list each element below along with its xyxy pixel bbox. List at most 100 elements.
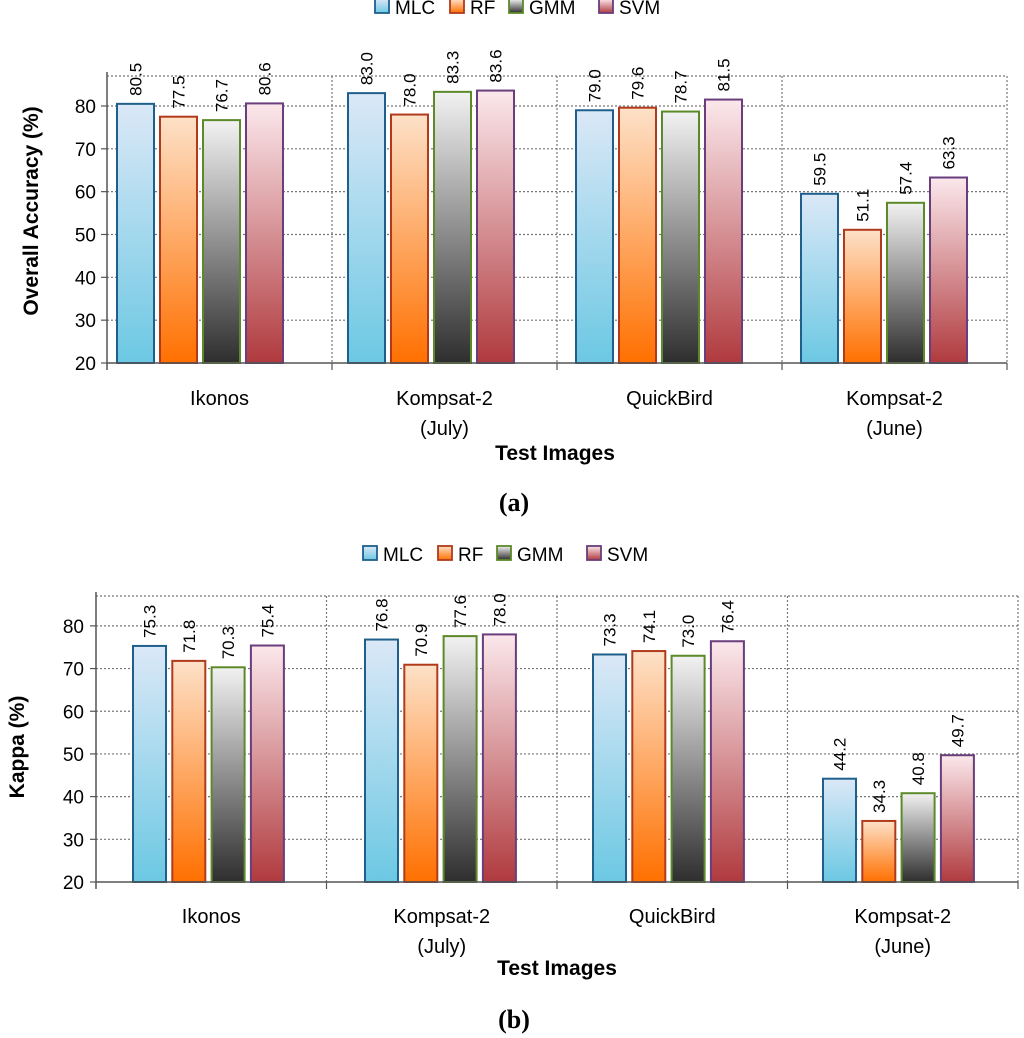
bar-rf-kompsat-2-july: [390, 113, 429, 364]
value-label-svm: 80.6: [256, 62, 275, 95]
bar-mlc-ikonos: [132, 644, 167, 884]
category-label: Kompsat-2: [854, 906, 951, 928]
value-label-rf: 77.5: [170, 76, 189, 109]
category-label: (July): [420, 418, 469, 440]
value-label-gmm: 57.4: [897, 162, 916, 195]
legend-swatch-gmm: [496, 545, 512, 561]
bar-rf-kompsat-2-june: [843, 228, 882, 364]
legend-item-rf: RF: [437, 545, 483, 566]
legend-swatch-mlc: [362, 545, 378, 561]
x-axis-label-b: Test Images: [497, 957, 617, 980]
y-tick-label: 80: [75, 97, 96, 118]
y-tick-label: 50: [63, 745, 84, 766]
chart-panel-b: MLC RF GMM SVM 20 30 40 50 60 70 80 Ikonos Kompsat…: [6, 545, 1019, 1034]
legend-swatch-mlc: [374, 0, 390, 14]
value-labels-a: 80.5 83.0 79.0 59.5 77.5 78.0 79.6 51.1 76.7 83.3…: [127, 49, 959, 221]
value-label-rf: 74.1: [640, 610, 659, 643]
bar-gmm-kompsat-2-july: [442, 635, 478, 883]
legend-item-svm: SVM: [598, 0, 660, 19]
value-label-rf: 34.3: [870, 780, 889, 813]
bar-rf-ikonos: [171, 659, 207, 884]
y-tick-label: 40: [63, 788, 84, 809]
value-label-mlc: 44.2: [831, 738, 850, 771]
legend-swatch-rf: [437, 545, 453, 561]
y-tick-label: 70: [63, 660, 84, 681]
bar-svm-kompsat-2-july: [476, 89, 515, 364]
bar-gmm-ikonos: [202, 119, 241, 364]
y-tick-label: 70: [75, 140, 96, 161]
bar-rf-quickbird: [618, 106, 657, 365]
bar-mlc-quickbird: [592, 653, 627, 883]
bar-gmm-quickbird: [661, 110, 700, 365]
y-tick-label: 60: [63, 702, 84, 723]
legend-label-svm: SVM: [607, 545, 648, 566]
value-label-svm: 76.4: [718, 600, 737, 633]
category-label: Kompsat-2: [396, 388, 493, 410]
category-label: (July): [417, 936, 466, 958]
bars-b: [132, 633, 975, 884]
y-ticks-b: 20 30 40 50 60 70 80: [63, 617, 96, 894]
bar-gmm-quickbird: [670, 654, 706, 883]
bar-svm-ikonos: [245, 102, 284, 365]
legend-item-svm: SVM: [586, 545, 648, 566]
value-label-rf: 70.9: [412, 624, 431, 657]
legend-b: MLC RF GMM SVM: [362, 545, 648, 566]
bar-mlc-kompsat-2-july: [347, 92, 386, 364]
legend-label-svm: SVM: [619, 0, 660, 19]
legend-swatch-svm: [598, 0, 614, 14]
legend-label-mlc: MLC: [395, 0, 435, 19]
value-label-gmm: 70.3: [219, 626, 238, 659]
y-axis-label-b: Kappa (%): [6, 696, 29, 799]
value-label-gmm: 77.6: [451, 595, 470, 628]
bar-gmm-kompsat-2-june: [900, 792, 936, 883]
value-labels-b: 75.3 76.8 73.3 44.2 71.8 70.9 74.1 34.3 70.3 77.6…: [141, 593, 968, 813]
category-label: (June): [866, 418, 923, 440]
legend-item-mlc: MLC: [374, 0, 435, 19]
bar-svm-ikonos: [249, 644, 285, 883]
legend-label-gmm: GMM: [529, 0, 575, 19]
legend-item-gmm: GMM: [508, 0, 575, 19]
bar-rf-quickbird: [631, 650, 667, 883]
bar-svm-kompsat-2-july: [481, 633, 517, 883]
legend-label-gmm: GMM: [517, 545, 563, 566]
bar-mlc-kompsat-2-june: [800, 192, 839, 364]
bar-rf-ikonos: [159, 115, 198, 364]
x-axis-label-a: Test Images: [495, 442, 615, 465]
y-ticks-a: 20 30 40 50 60 70 80: [75, 97, 107, 375]
value-label-svm: 49.7: [948, 714, 967, 747]
bar-rf-kompsat-2-july: [403, 663, 439, 884]
value-label-svm: 78.0: [490, 593, 509, 626]
bar-mlc-kompsat-2-june: [822, 777, 857, 883]
bar-svm-kompsat-2-june: [929, 176, 968, 364]
legend-label-mlc: MLC: [383, 545, 423, 566]
category-label: QuickBird: [629, 906, 716, 928]
x-categories-b: Ikonos Kompsat-2 (July) QuickBird Kompsat-2 (…: [182, 906, 951, 958]
category-label: Kompsat-2: [846, 388, 943, 410]
value-label-mlc: 83.0: [358, 52, 377, 85]
legend-item-rf: RF: [449, 0, 495, 19]
bar-gmm-kompsat-2-july: [433, 90, 472, 365]
value-label-gmm: 83.3: [444, 51, 463, 84]
value-label-mlc: 75.3: [141, 605, 160, 638]
x-categories-a: Ikonos Kompsat-2 (July) QuickBird Kompsat-2 (…: [190, 388, 943, 440]
y-tick-label: 30: [63, 830, 84, 851]
bar-mlc-quickbird: [575, 109, 614, 364]
bar-svm-quickbird: [704, 98, 743, 365]
bar-mlc-kompsat-2-july: [364, 638, 399, 883]
panel-label-b: (b): [498, 1005, 530, 1034]
legend-swatch-gmm: [508, 0, 524, 14]
y-tick-label: 60: [75, 183, 96, 204]
y-axis-label-a: Overall Accuracy (%): [20, 106, 43, 315]
y-tick-label: 30: [75, 311, 96, 332]
value-label-mlc: 73.3: [601, 613, 620, 646]
legend-label-rf: RF: [470, 0, 495, 19]
value-label-svm: 81.5: [715, 58, 734, 91]
value-label-mlc: 80.5: [127, 63, 146, 96]
category-label: Ikonos: [182, 906, 241, 928]
value-label-gmm: 73.0: [679, 615, 698, 648]
value-label-rf: 71.8: [180, 620, 199, 653]
y-tick-label: 40: [75, 268, 96, 289]
value-label-svm: 75.4: [258, 604, 277, 637]
value-label-mlc: 59.5: [811, 153, 830, 186]
value-label-gmm: 76.7: [213, 79, 232, 112]
